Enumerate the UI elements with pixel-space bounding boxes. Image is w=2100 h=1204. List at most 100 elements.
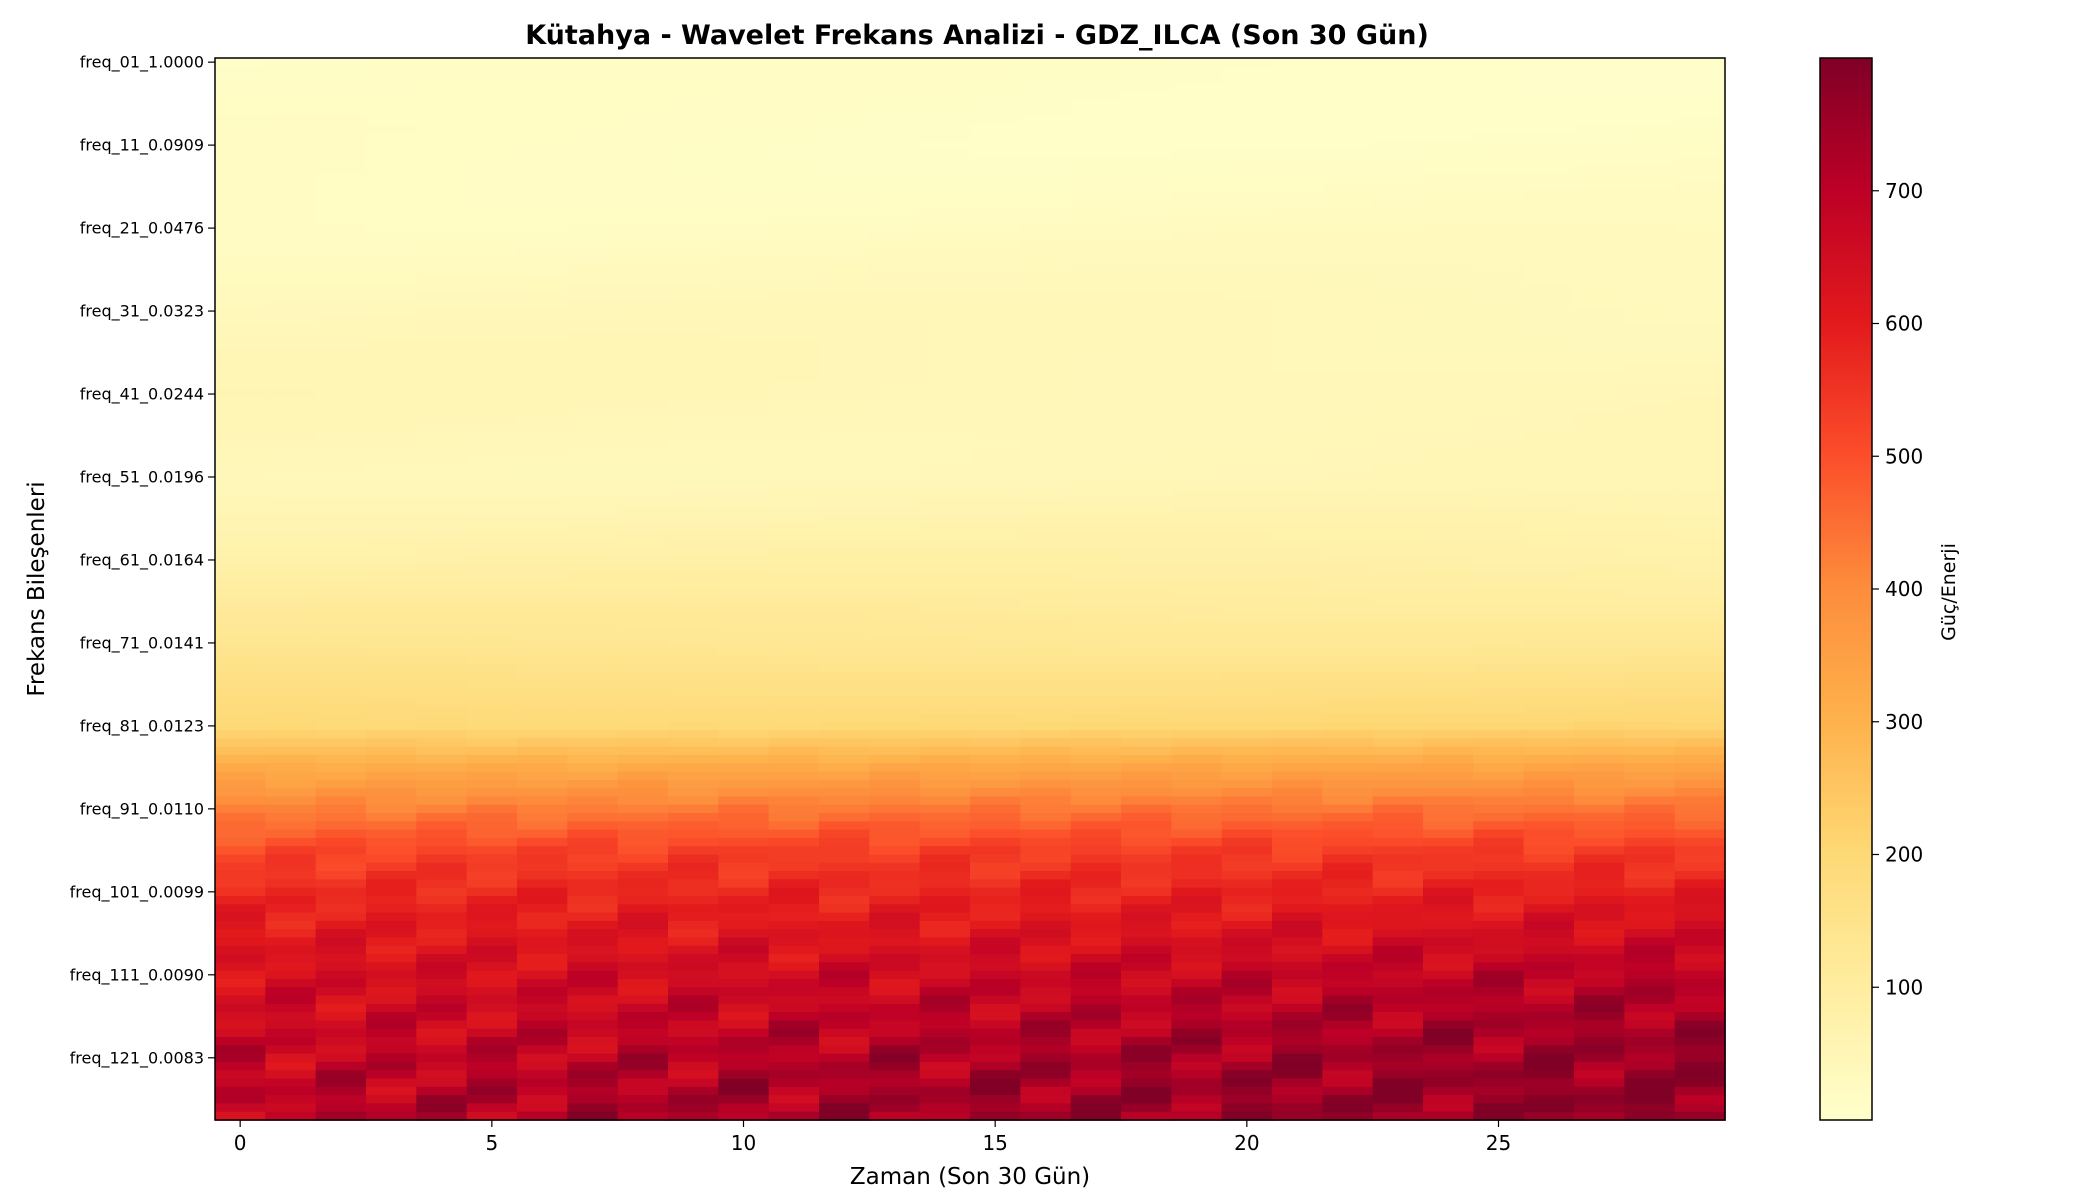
heatmap-cell (1523, 506, 1575, 516)
heatmap-cell (315, 107, 367, 117)
heatmap-cell (1221, 821, 1273, 831)
heatmap-cell (1070, 248, 1122, 258)
heatmap-cell (668, 804, 720, 814)
heatmap-cell (366, 58, 418, 68)
heatmap-cell (668, 323, 720, 333)
heatmap-cell (215, 1103, 267, 1113)
heatmap-cell (265, 481, 317, 491)
heatmap-cell (1674, 1028, 1726, 1038)
heatmap-cell (567, 813, 619, 823)
heatmap-cell (1423, 622, 1475, 632)
heatmap-cell (1020, 1111, 1072, 1121)
heatmap-cell (718, 265, 770, 275)
heatmap-cell (265, 522, 317, 532)
heatmap-cell (668, 149, 720, 159)
heatmap-cell (1574, 215, 1626, 225)
heatmap-cell (1473, 730, 1525, 740)
heatmap-cell (315, 987, 367, 997)
heatmap-cell (919, 1053, 971, 1063)
heatmap-cell (517, 506, 569, 516)
heatmap-cell (1020, 489, 1072, 499)
heatmap-cell (970, 622, 1022, 632)
heatmap-cell (919, 489, 971, 499)
heatmap-cell (768, 431, 820, 441)
heatmap-cell (1070, 190, 1122, 200)
heatmap-cell (668, 489, 720, 499)
heatmap-cell (1272, 514, 1324, 524)
heatmap-cell (1020, 506, 1072, 516)
heatmap-cell (768, 464, 820, 474)
heatmap-cell (315, 248, 367, 258)
heatmap-cell (1372, 248, 1424, 258)
heatmap-cell (1372, 124, 1424, 134)
heatmap-cell (919, 796, 971, 806)
heatmap-cell (1372, 58, 1424, 68)
heatmap-cell (919, 456, 971, 466)
heatmap-cell (1070, 389, 1122, 399)
heatmap-cell (215, 1045, 267, 1055)
heatmap-cell (567, 1070, 619, 1080)
heatmap-cell (416, 497, 468, 507)
heatmap-cell (466, 165, 518, 175)
heatmap-cell (617, 671, 669, 682)
heatmap-cell (1171, 1111, 1223, 1121)
heatmap-cell (1221, 423, 1273, 433)
heatmap-cell (1121, 481, 1173, 491)
heatmap-cell (366, 149, 418, 159)
heatmap-cell (768, 638, 820, 648)
heatmap-cell (1674, 895, 1726, 906)
heatmap-cell (1070, 406, 1122, 416)
heatmap-cell (869, 721, 921, 731)
heatmap-cell (517, 730, 569, 740)
heatmap-cell (869, 829, 921, 839)
heatmap-cell (1121, 1078, 1173, 1088)
heatmap-cell (416, 655, 468, 665)
heatmap-cell (1423, 696, 1475, 706)
heatmap-cell (1574, 99, 1626, 109)
heatmap-cell (1473, 978, 1525, 989)
heatmap-cell (1070, 763, 1122, 773)
heatmap-cell (215, 539, 267, 549)
heatmap-cell (567, 879, 619, 889)
heatmap-cell (1322, 140, 1374, 151)
heatmap-cell (919, 738, 971, 748)
heatmap-cell (1221, 663, 1273, 673)
heatmap-cell (1473, 663, 1525, 673)
heatmap-cell (1020, 647, 1072, 657)
heatmap-cell (718, 846, 770, 856)
heatmap-cell (466, 356, 518, 366)
heatmap-cell (768, 1028, 820, 1038)
heatmap-cell (668, 447, 720, 458)
heatmap-cell (1523, 813, 1575, 823)
heatmap-cell (1272, 406, 1324, 416)
heatmap-cell (1574, 431, 1626, 441)
heatmap-cell (919, 871, 971, 881)
heatmap-cell (919, 705, 971, 715)
heatmap-cell (567, 572, 619, 582)
heatmap-cell (1624, 340, 1676, 350)
heatmap-cell (1574, 746, 1626, 756)
heatmap-cell (517, 796, 569, 806)
heatmap-cell (1171, 605, 1223, 615)
heatmap-cell (819, 66, 871, 76)
heatmap-cell (1221, 904, 1273, 914)
heatmap-cell (1272, 638, 1324, 648)
heatmap-cell (668, 895, 720, 906)
heatmap-cell (567, 207, 619, 217)
heatmap-cell (517, 497, 569, 507)
heatmap-cell (1272, 66, 1324, 76)
heatmap-cell (1624, 804, 1676, 814)
heatmap-cell (1322, 215, 1374, 225)
heatmap-cell (668, 273, 720, 283)
heatmap-cell (1272, 306, 1324, 317)
heatmap-cell (1423, 605, 1475, 615)
heatmap-cell (215, 157, 267, 167)
heatmap-cell (315, 580, 367, 590)
heatmap-cell (1171, 464, 1223, 474)
heatmap-cell (869, 970, 921, 980)
heatmap-cell (1674, 530, 1726, 541)
heatmap-cell (315, 116, 367, 126)
heatmap-cell (617, 406, 669, 416)
heatmap-cell (1221, 257, 1273, 267)
heatmap-cell (1473, 414, 1525, 424)
